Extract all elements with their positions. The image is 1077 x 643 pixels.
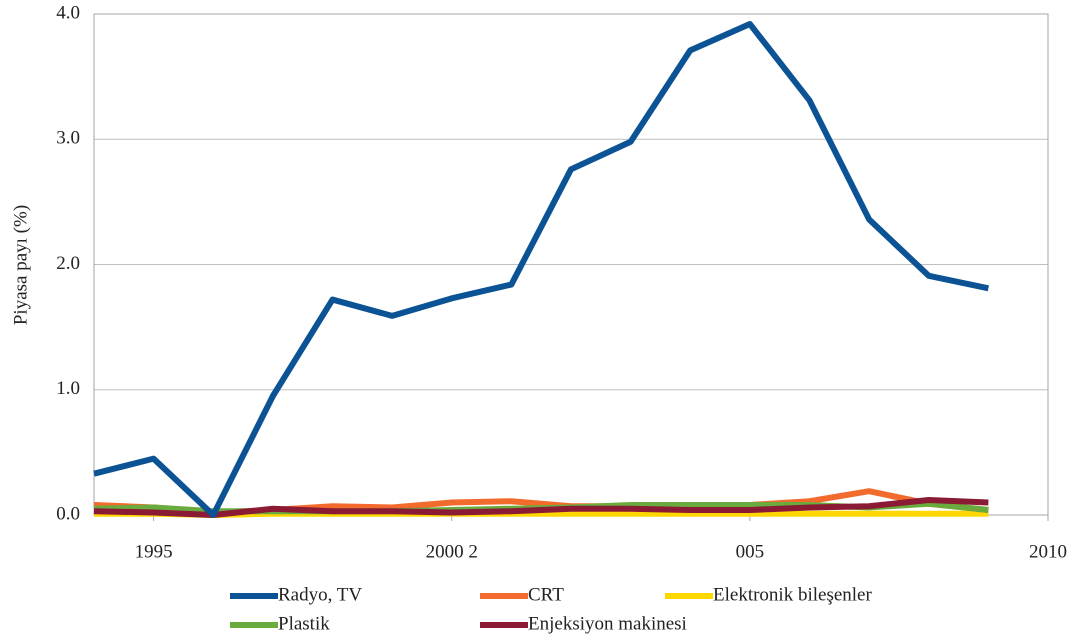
x-tick-label: 1995 <box>135 541 173 562</box>
x-tick-label: 2000 2 <box>426 541 478 562</box>
legend-label: Elektronik bileşenler <box>713 584 872 605</box>
y-tick-label: 1.0 <box>56 378 80 399</box>
y-axis-label: Piyasa payı (%) <box>10 205 31 325</box>
y-tick-label: 2.0 <box>56 253 80 274</box>
legend-label: Radyo, TV <box>278 584 362 605</box>
series-line <box>93 21 989 518</box>
legend-label: Plastik <box>278 613 330 634</box>
legend-label: Enjeksiyon makinesi <box>528 613 687 634</box>
x-tick-label: 2010 <box>1029 541 1067 562</box>
y-tick-label: 3.0 <box>56 128 80 149</box>
legend-label: CRT <box>528 584 564 605</box>
y-tick-label: 4.0 <box>56 2 80 23</box>
series-line <box>93 496 989 518</box>
y-tick-label: 0.0 <box>56 503 80 524</box>
x-tick-label: 005 <box>736 541 765 562</box>
